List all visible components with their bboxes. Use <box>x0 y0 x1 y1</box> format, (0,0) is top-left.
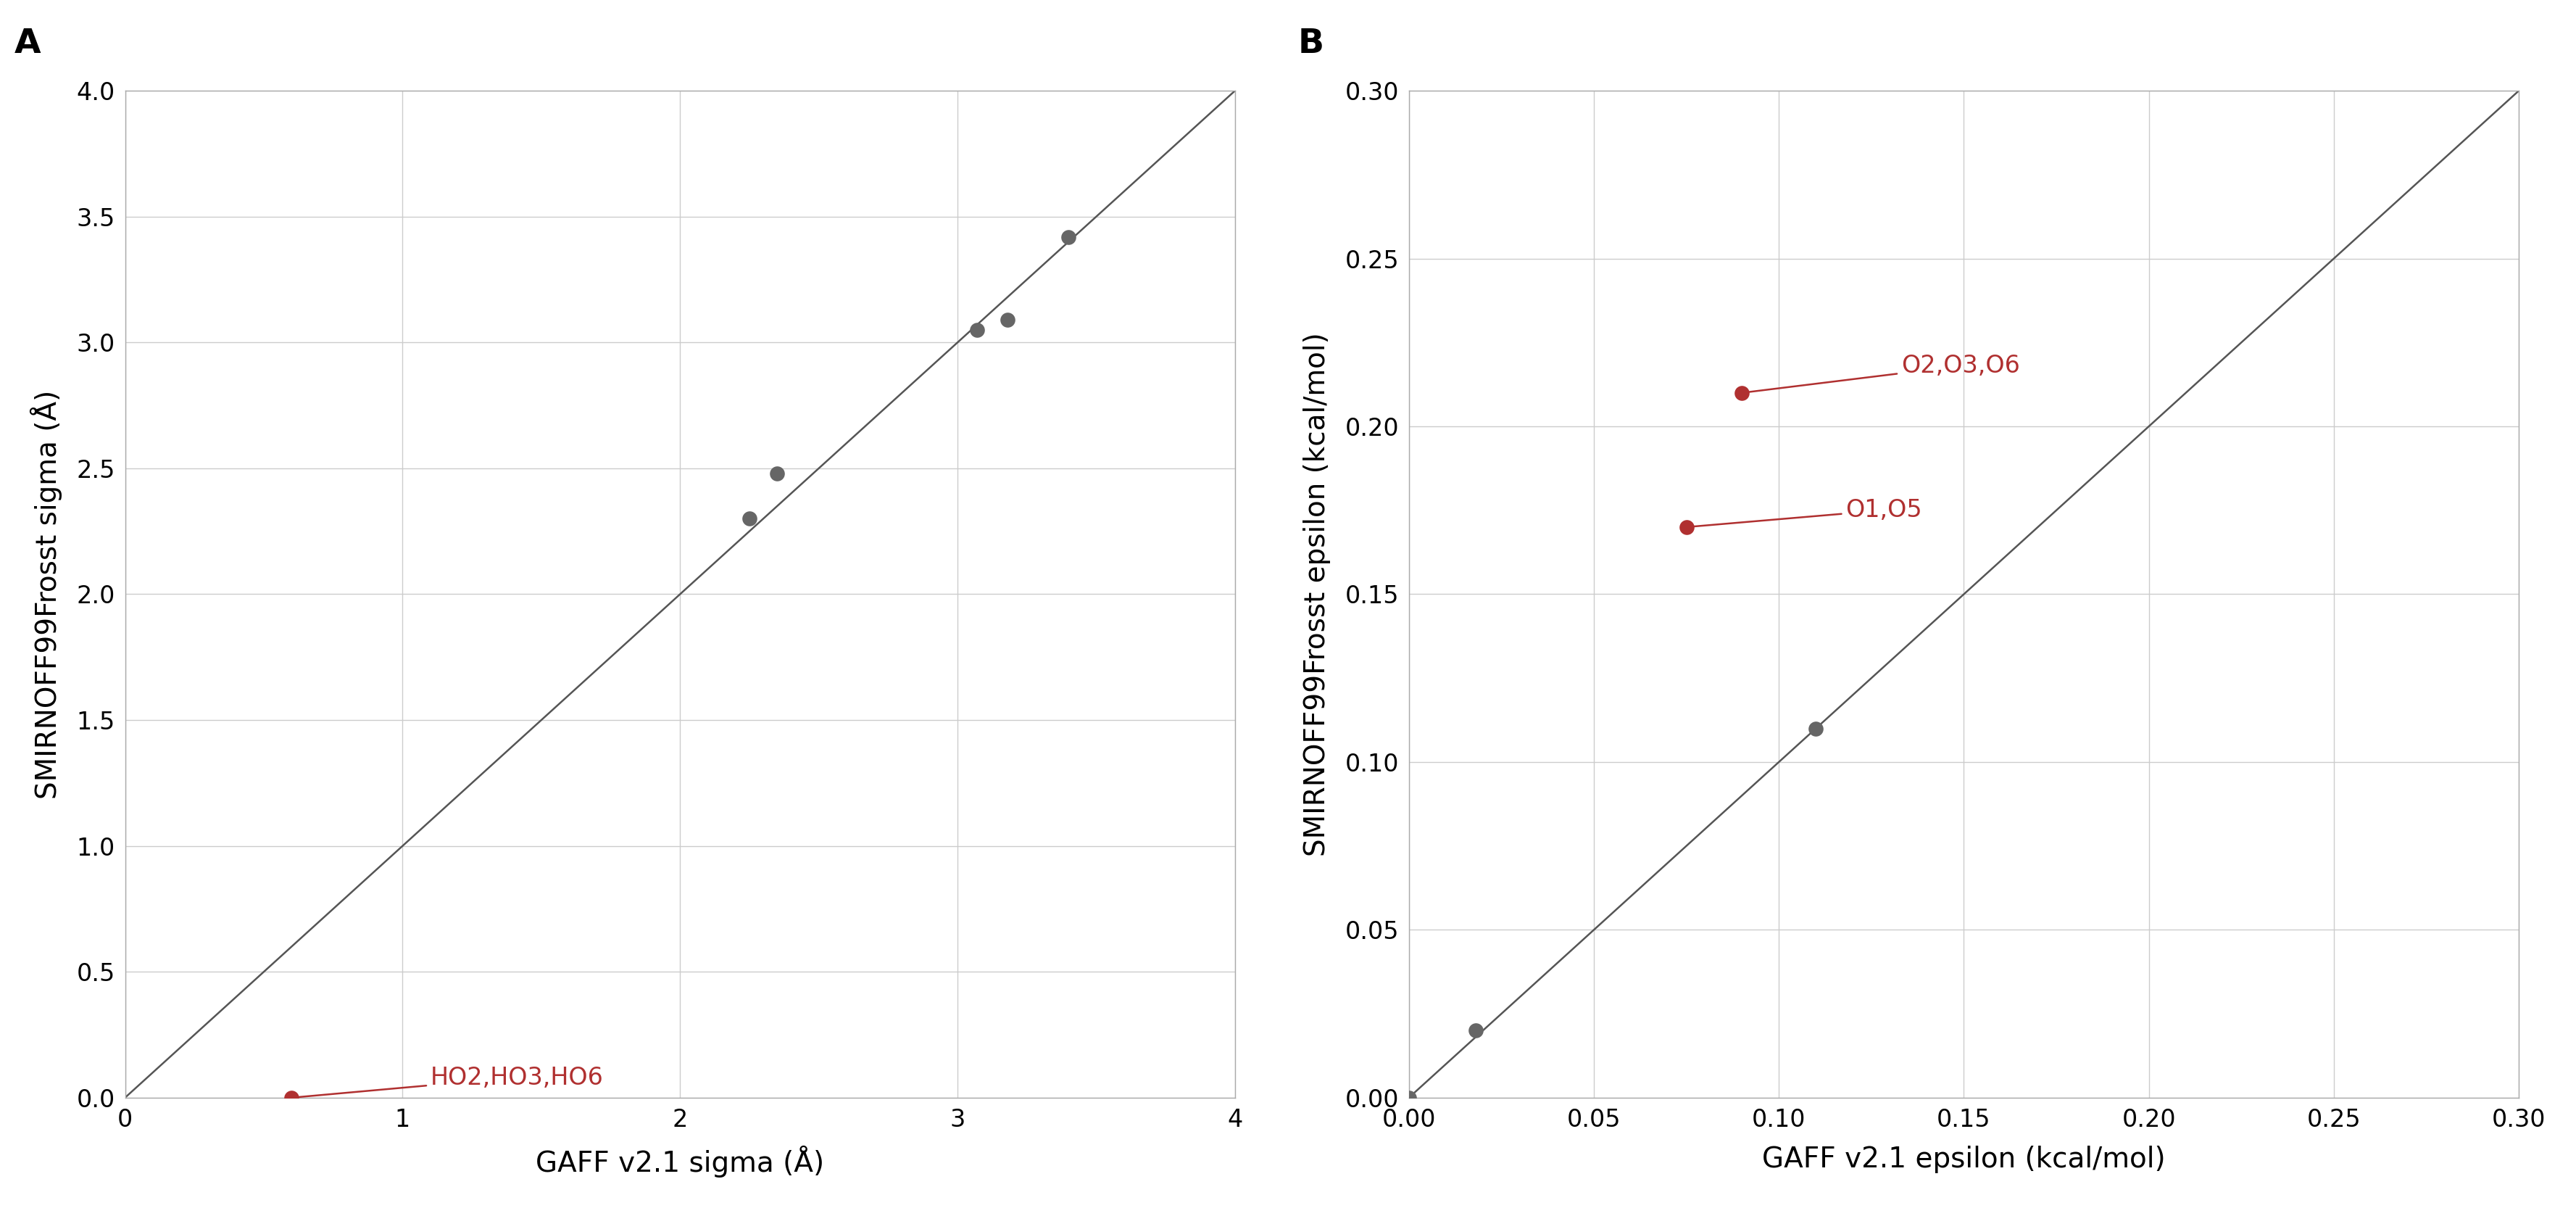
X-axis label: GAFF v2.1 sigma (Å): GAFF v2.1 sigma (Å) <box>536 1145 824 1178</box>
Point <box>1455 1021 1497 1040</box>
Point <box>1795 719 1837 738</box>
Point <box>956 320 997 339</box>
Y-axis label: SMIRNOFF99Frosst sigma (Å): SMIRNOFF99Frosst sigma (Å) <box>31 390 62 798</box>
Point <box>1667 517 1708 536</box>
Y-axis label: SMIRNOFF99Frosst epsilon (kcal/mol): SMIRNOFF99Frosst epsilon (kcal/mol) <box>1303 332 1332 856</box>
Text: O1,O5: O1,O5 <box>1687 499 1922 527</box>
Point <box>270 1088 312 1108</box>
Text: HO2,HO3,HO6: HO2,HO3,HO6 <box>294 1065 603 1098</box>
Text: A: A <box>13 28 41 60</box>
Point <box>729 509 770 528</box>
Point <box>1048 227 1090 246</box>
X-axis label: GAFF v2.1 epsilon (kcal/mol): GAFF v2.1 epsilon (kcal/mol) <box>1762 1145 2166 1173</box>
Point <box>1721 383 1762 402</box>
Point <box>1388 1088 1430 1108</box>
Text: B: B <box>1298 28 1324 60</box>
Text: O2,O3,O6: O2,O3,O6 <box>1744 354 2020 393</box>
Point <box>987 310 1028 330</box>
Point <box>757 464 799 483</box>
